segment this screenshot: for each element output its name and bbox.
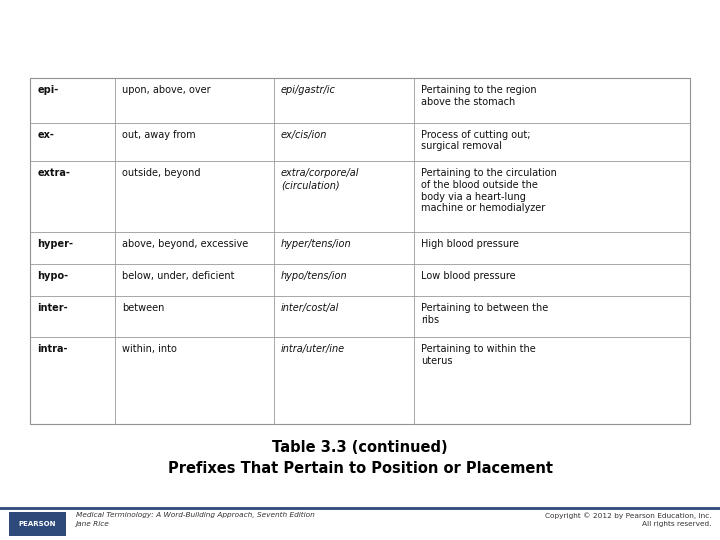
Text: epi/gastr/ic: epi/gastr/ic <box>281 85 336 96</box>
Text: intra/uter/ine: intra/uter/ine <box>281 344 345 354</box>
Text: Low blood pressure: Low blood pressure <box>421 271 516 281</box>
Text: inter-: inter- <box>37 303 68 314</box>
Text: between: between <box>122 303 165 314</box>
Text: Pertaining to within the
uterus: Pertaining to within the uterus <box>421 344 536 366</box>
Text: Jane Rice: Jane Rice <box>76 521 109 526</box>
Text: below, under, deficient: below, under, deficient <box>122 271 235 281</box>
Text: hyper-: hyper- <box>37 239 73 249</box>
Text: High blood pressure: High blood pressure <box>421 239 519 249</box>
Text: hyper/tens/ion: hyper/tens/ion <box>281 239 351 249</box>
Text: outside, beyond: outside, beyond <box>122 168 201 179</box>
Text: hypo/tens/ion: hypo/tens/ion <box>281 271 348 281</box>
Text: epi-: epi- <box>37 85 59 96</box>
Text: Copyright © 2012 by Pearson Education, Inc.: Copyright © 2012 by Pearson Education, I… <box>545 512 711 518</box>
Text: Pertaining to the region
above the stomach: Pertaining to the region above the stoma… <box>421 85 537 107</box>
Text: inter/cost/al: inter/cost/al <box>281 303 339 314</box>
Text: All rights reserved.: All rights reserved. <box>642 521 711 526</box>
Text: above, beyond, excessive: above, beyond, excessive <box>122 239 248 249</box>
Bar <box>9 512 66 536</box>
Text: extra/corpore/al
(circulation): extra/corpore/al (circulation) <box>281 168 359 190</box>
Text: hypo-: hypo- <box>37 271 68 281</box>
Text: ex/cis/ion: ex/cis/ion <box>281 130 327 140</box>
Text: Process of cutting out;
surgical removal: Process of cutting out; surgical removal <box>421 130 531 151</box>
Text: Pertaining to between the
ribs: Pertaining to between the ribs <box>421 303 549 325</box>
Text: Pertaining to the circulation
of the blood outside the
body via a heart-lung
mac: Pertaining to the circulation of the blo… <box>421 168 557 213</box>
Text: intra-: intra- <box>37 344 68 354</box>
Text: upon, above, over: upon, above, over <box>122 85 211 96</box>
Bar <box>30 78 690 424</box>
Text: ex-: ex- <box>37 130 54 140</box>
Text: within, into: within, into <box>122 344 177 354</box>
Text: out, away from: out, away from <box>122 130 196 140</box>
Text: PEARSON: PEARSON <box>19 521 56 527</box>
Text: Prefixes That Pertain to Position or Placement: Prefixes That Pertain to Position or Pla… <box>168 461 552 476</box>
Text: extra-: extra- <box>37 168 71 179</box>
Text: Medical Terminology: A Word-Building Approach, Seventh Edition: Medical Terminology: A Word-Building App… <box>76 512 315 518</box>
Text: Table 3.3 (continued): Table 3.3 (continued) <box>272 440 448 455</box>
